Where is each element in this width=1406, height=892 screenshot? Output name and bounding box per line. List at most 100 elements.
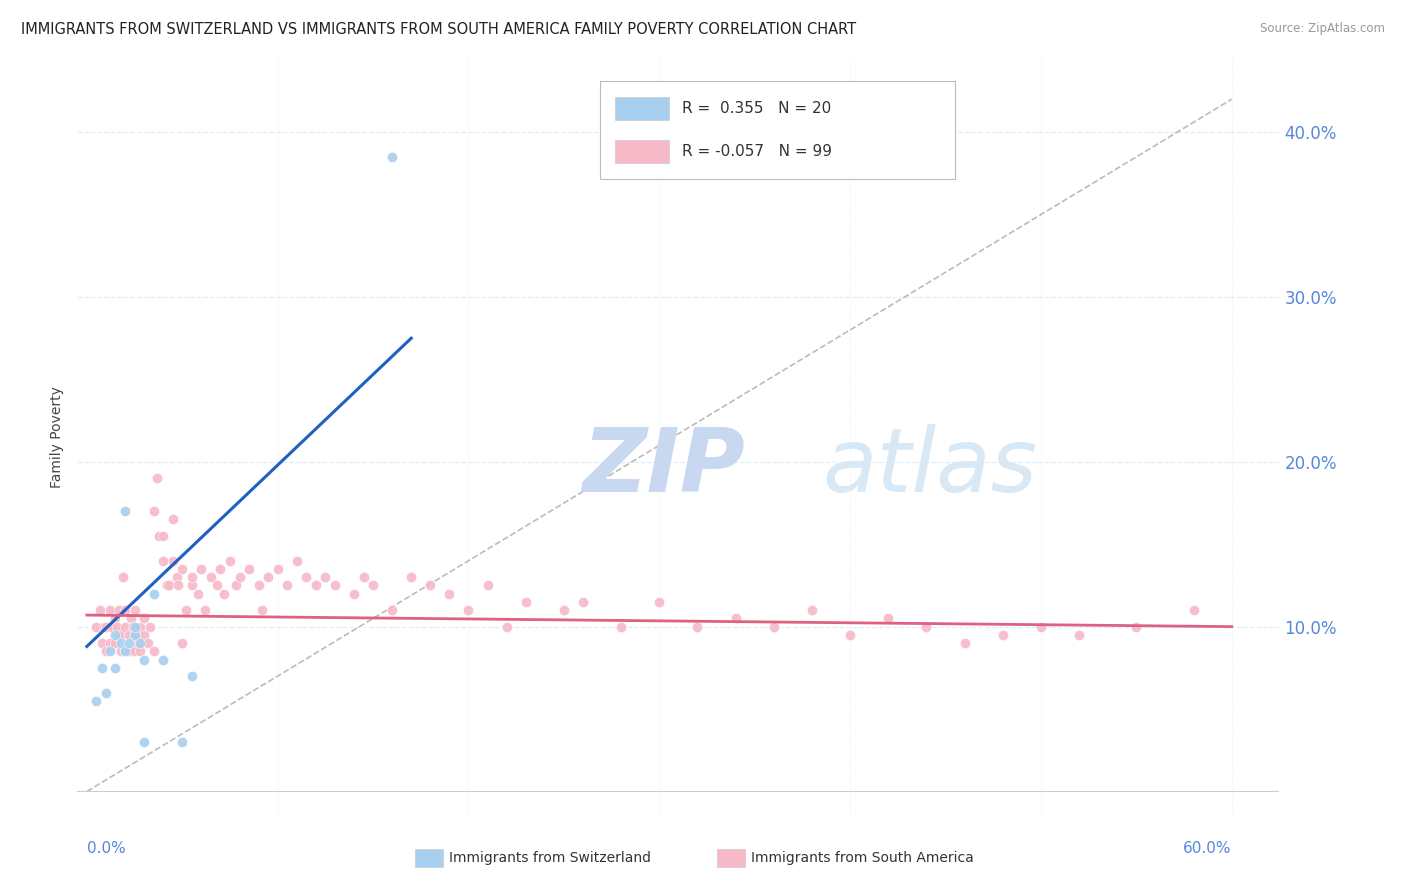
- Point: [219, 554, 242, 568]
- Text: R =  0.355   N = 20: R = 0.355 N = 20: [682, 102, 831, 116]
- Point: [108, 603, 131, 617]
- Point: [209, 562, 232, 576]
- Point: [98, 636, 121, 650]
- Point: [419, 578, 441, 592]
- Point: [152, 652, 174, 666]
- Point: [120, 611, 142, 625]
- Point: [353, 570, 375, 584]
- Point: [104, 611, 127, 625]
- Point: [157, 578, 180, 592]
- Point: [132, 735, 156, 749]
- Point: [285, 554, 308, 568]
- Point: [991, 628, 1014, 642]
- Point: [305, 578, 328, 592]
- Point: [110, 636, 132, 650]
- Point: [1069, 628, 1091, 642]
- Point: [228, 570, 250, 584]
- Point: [114, 644, 136, 658]
- Point: [252, 603, 274, 617]
- Point: [361, 578, 384, 592]
- Point: [610, 619, 633, 633]
- Point: [114, 619, 136, 633]
- Point: [114, 603, 136, 617]
- Point: [142, 644, 165, 658]
- Point: [124, 644, 146, 658]
- Y-axis label: Family Poverty: Family Poverty: [51, 386, 65, 488]
- Point: [180, 570, 202, 584]
- Point: [139, 619, 162, 633]
- Point: [762, 619, 785, 633]
- Point: [172, 735, 194, 749]
- Point: [457, 603, 479, 617]
- Point: [495, 619, 517, 633]
- Point: [152, 529, 174, 543]
- Point: [381, 603, 404, 617]
- Point: [724, 611, 747, 625]
- Point: [152, 554, 174, 568]
- Point: [107, 619, 129, 633]
- Point: [94, 685, 117, 699]
- Point: [104, 628, 127, 642]
- Point: [167, 578, 190, 592]
- Point: [121, 619, 143, 633]
- Bar: [614, 97, 669, 120]
- Point: [129, 619, 152, 633]
- Point: [118, 636, 141, 650]
- Point: [91, 661, 114, 675]
- Point: [205, 578, 228, 592]
- Point: [142, 587, 165, 601]
- Text: ZIP: ZIP: [582, 424, 745, 511]
- Point: [98, 603, 121, 617]
- Point: [118, 628, 141, 642]
- Point: [127, 636, 149, 650]
- Point: [93, 619, 115, 633]
- Point: [401, 570, 423, 584]
- Point: [112, 570, 135, 584]
- Point: [124, 603, 146, 617]
- Point: [132, 628, 156, 642]
- Point: [98, 644, 121, 658]
- Point: [439, 587, 461, 601]
- Point: [276, 578, 298, 592]
- Point: [174, 603, 197, 617]
- Text: R = -0.057   N = 99: R = -0.057 N = 99: [682, 144, 832, 159]
- Point: [136, 636, 159, 650]
- Point: [118, 644, 141, 658]
- Point: [381, 150, 404, 164]
- Point: [515, 595, 537, 609]
- FancyBboxPatch shape: [600, 80, 955, 179]
- Point: [238, 562, 260, 576]
- Point: [129, 644, 152, 658]
- Point: [86, 694, 108, 708]
- Point: [200, 570, 222, 584]
- Point: [129, 636, 152, 650]
- Point: [1029, 619, 1052, 633]
- Point: [877, 611, 900, 625]
- Bar: [614, 140, 669, 162]
- Point: [114, 504, 136, 518]
- Point: [314, 570, 336, 584]
- Point: [132, 611, 156, 625]
- Point: [124, 628, 146, 642]
- Point: [110, 644, 132, 658]
- Point: [257, 570, 280, 584]
- Point: [100, 619, 122, 633]
- Point: [94, 619, 117, 633]
- Point: [94, 644, 117, 658]
- Point: [1125, 619, 1147, 633]
- Point: [132, 652, 156, 666]
- Point: [343, 587, 366, 601]
- Point: [172, 636, 194, 650]
- Point: [162, 512, 184, 526]
- Point: [225, 578, 247, 592]
- Point: [323, 578, 346, 592]
- Point: [477, 578, 499, 592]
- Point: [124, 628, 146, 642]
- Point: [214, 587, 236, 601]
- Point: [104, 636, 127, 650]
- Text: atlas: atlas: [823, 425, 1038, 510]
- Point: [180, 669, 202, 683]
- Point: [295, 570, 318, 584]
- Point: [148, 529, 170, 543]
- Point: [146, 471, 169, 485]
